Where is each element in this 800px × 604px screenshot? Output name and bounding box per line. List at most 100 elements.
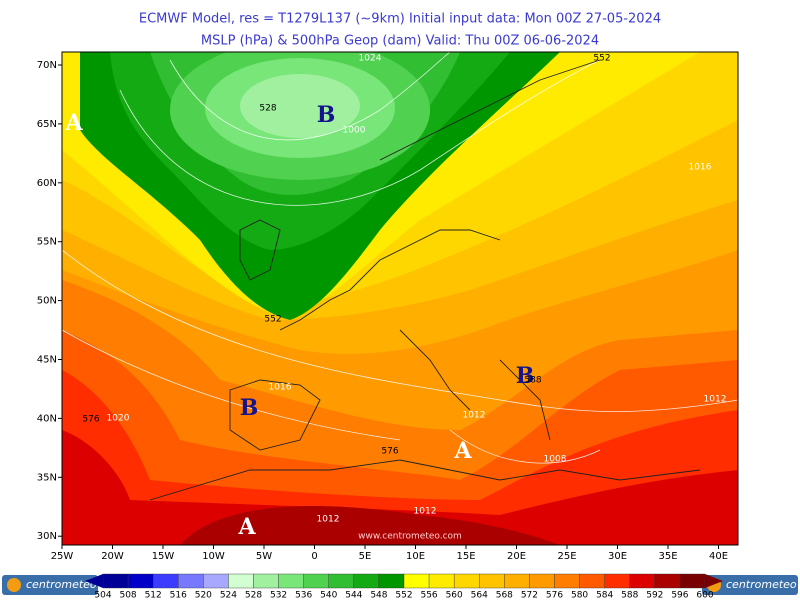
logo-text: centrometeo [26, 578, 97, 591]
watermark: www.centrometeo.com [358, 532, 462, 542]
colorbar-swatch [353, 573, 380, 589]
colorbar-label: 536 [295, 591, 312, 601]
low-pressure: B [317, 102, 336, 128]
colorbar-label: 580 [571, 591, 588, 601]
colorbar-label: 560 [446, 591, 463, 601]
colorbar-swatch [579, 573, 605, 589]
lon-label: 20W [101, 551, 124, 562]
lat-label: 70N [37, 60, 57, 71]
colorbar-swatch [529, 573, 555, 589]
isobar-label: 1012 [414, 507, 437, 517]
colorbar-label: 532 [270, 591, 287, 601]
colorbar-label: 592 [646, 591, 663, 601]
colorbar-label: 568 [496, 591, 513, 601]
colorbar-label: 512 [145, 591, 162, 601]
geopotential-label: 576 [381, 447, 398, 457]
colorbar-swatch [453, 573, 480, 589]
lat-label: 55N [37, 237, 57, 248]
isobar-label: 1016 [269, 383, 292, 393]
colorbar-label: 564 [471, 591, 488, 601]
colorbar-swatch [127, 573, 154, 589]
colorbar-label: 556 [420, 591, 437, 601]
colorbar-swatch [253, 573, 279, 589]
colorbar-label: 584 [596, 591, 613, 601]
lon-label: 10W [202, 551, 225, 562]
colorbar-swatch [604, 573, 630, 589]
isobar-label: 1024 [359, 54, 382, 64]
lon-label: 15E [456, 551, 475, 562]
colorbar-label: 544 [345, 591, 362, 601]
colorbar-swatch [629, 573, 656, 589]
colorbar-arrow [705, 574, 723, 588]
isobar-label: 1020 [107, 414, 130, 424]
lon-label: 10E [406, 551, 425, 562]
colorbar-swatch [102, 573, 129, 589]
low-pressure: B [516, 363, 535, 389]
colorbar-label: 572 [521, 591, 538, 601]
colorbar-swatch [228, 573, 254, 589]
geopotential-label: 552 [264, 315, 281, 325]
annotations: A A A B B B 1024 1000 1016 1016 1020 101… [64, 54, 726, 542]
lat-label: 40N [37, 413, 57, 424]
header-line: ECMWF Model, res = T1279L137 (~9km) Init… [139, 12, 661, 27]
colorbar-swatch [378, 573, 405, 589]
high-pressure: A [453, 438, 472, 464]
geopotential-label: 588 [524, 376, 541, 386]
logo-text: centrometeo [726, 578, 797, 591]
colorbar-swatch [178, 573, 204, 589]
isobar-label: 1012 [463, 411, 486, 421]
isobar-label: 1012 [704, 395, 727, 405]
colorbar-label: 508 [119, 591, 136, 601]
lon-label: 5W [256, 551, 272, 562]
colorbar-swatch [504, 573, 530, 589]
high-pressure: A [237, 514, 256, 540]
lon-label: 40E [709, 551, 728, 562]
isobar-label: 1008 [544, 455, 567, 465]
lon-label: 15W [152, 551, 175, 562]
colorbar-label: 588 [621, 591, 638, 601]
map [62, 52, 738, 545]
lon-label: 25E [557, 551, 576, 562]
colorbar-swatch [479, 573, 505, 589]
isobar-label: 1012 [317, 515, 340, 525]
colorbar-swatch [403, 573, 430, 589]
colorbar-label: 520 [195, 591, 212, 601]
lat-label: 45N [37, 355, 57, 366]
colorbar-swatch [303, 573, 329, 589]
logo-right: centrometeo [702, 575, 798, 595]
colorbar-swatch [152, 573, 179, 589]
map-frame [61, 51, 739, 546]
low-pressure: B [240, 395, 259, 421]
colorbar-swatch [328, 573, 355, 589]
colorbar-swatch [428, 573, 455, 589]
lat-label: 65N [37, 119, 57, 130]
colorbar-label: 528 [245, 591, 262, 601]
lat-label: 60N [37, 178, 57, 189]
lon-label: 5E [359, 551, 372, 562]
lon-label: 25W [51, 551, 74, 562]
colorbar-label: 576 [546, 591, 563, 601]
colorbar-label: 540 [320, 591, 337, 601]
colorbar-label: 504 [94, 591, 111, 601]
lat-label: 35N [37, 472, 57, 483]
lon-label: 20E [507, 551, 526, 562]
lon-label: 0 [311, 551, 317, 562]
lat-label: 50N [37, 296, 57, 307]
colorbar-label: 596 [671, 591, 688, 601]
lon-label: 35E [658, 551, 677, 562]
colorbar-label: 516 [170, 591, 187, 601]
colorbar-swatch [278, 573, 304, 589]
colorbar-swatch [679, 573, 706, 589]
geopotential-label: 528 [259, 104, 276, 114]
geopotential-label: 576 [82, 415, 99, 425]
colorbar-swatch [654, 573, 681, 589]
colorbar-label: 524 [220, 591, 237, 601]
high-pressure: A [64, 110, 83, 136]
logo-left: centrometeo [2, 575, 98, 595]
colorbar-label: 600 [696, 591, 713, 601]
colorbar-label: 548 [370, 591, 387, 601]
lon-label: 30E [608, 551, 627, 562]
isobar-label: 1016 [689, 163, 712, 173]
header-line: MSLP (hPa) & 500hPa Geop (dam) Valid: Th… [201, 34, 599, 49]
